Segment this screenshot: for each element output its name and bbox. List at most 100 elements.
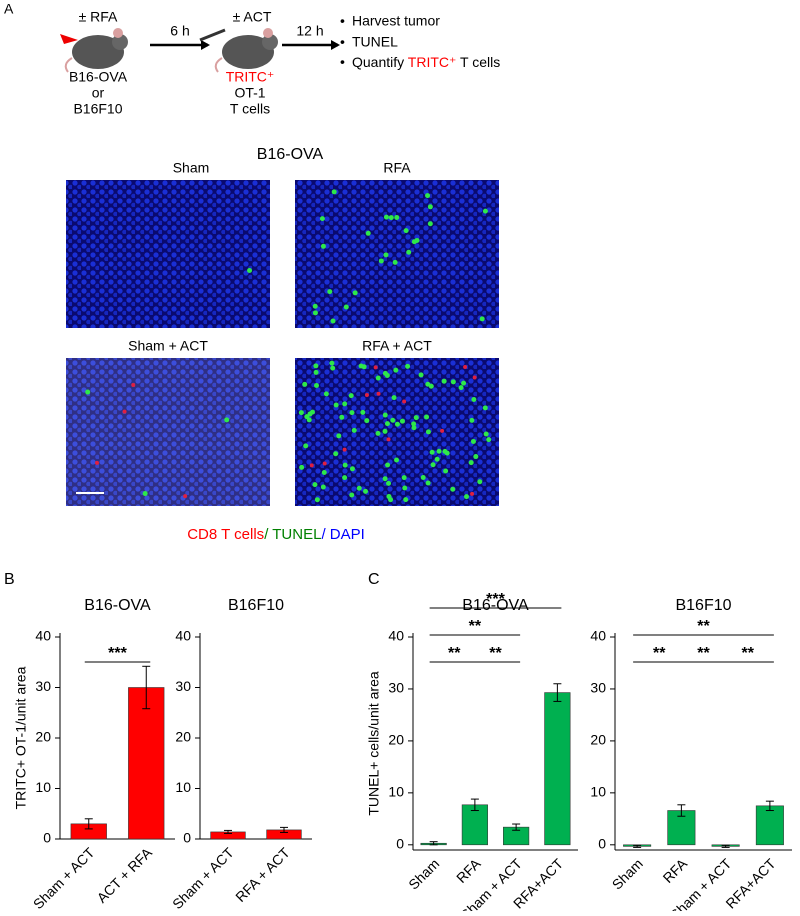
- y-tick-label: 10: [175, 779, 191, 795]
- dot: [363, 488, 369, 494]
- x-tick-label: RFA: [453, 855, 484, 886]
- y-tick-label: 10: [388, 784, 404, 800]
- y-tick-label: 10: [590, 784, 606, 800]
- bullet-text: Harvest tumor: [352, 13, 440, 29]
- dot: [477, 479, 483, 485]
- dot: [327, 289, 333, 295]
- dot: [302, 381, 308, 387]
- bar: [544, 692, 571, 846]
- dot: [94, 460, 99, 465]
- micrograph: [66, 358, 270, 506]
- x-tick-label: Sham + ACT: [30, 844, 98, 911]
- significance-label: ***: [108, 645, 127, 662]
- dot: [473, 454, 479, 460]
- dot: [299, 464, 305, 470]
- dot: [402, 399, 407, 404]
- dot: [394, 457, 400, 463]
- bullet-text: TUNEL: [352, 34, 398, 50]
- dot: [304, 414, 310, 420]
- dot: [390, 417, 396, 423]
- dot: [342, 401, 348, 407]
- dot: [470, 438, 476, 444]
- y-tick-label: 20: [175, 729, 191, 745]
- x-tick-label: Sham + ACT: [169, 844, 237, 911]
- panel-letter: B: [4, 571, 15, 588]
- x-tick-label: Sham: [405, 855, 442, 892]
- dot: [373, 365, 378, 370]
- dot: [330, 365, 336, 371]
- dot: [482, 405, 488, 411]
- dot: [361, 364, 367, 370]
- dot: [364, 392, 369, 397]
- image-label: RFA: [383, 160, 411, 176]
- dot: [443, 468, 449, 474]
- stain-legend: CD8 T cells/ TUNEL/ DAPI: [187, 526, 365, 543]
- dot: [303, 443, 309, 449]
- bullet: •: [340, 34, 345, 50]
- dot: [479, 316, 485, 322]
- dot: [450, 486, 456, 492]
- dot: [483, 431, 489, 437]
- y-axis-label: TUNEL+ cells/unit area: [366, 671, 382, 816]
- dot: [348, 393, 354, 399]
- dot: [382, 476, 388, 482]
- dot: [425, 480, 431, 486]
- micrograph: [66, 180, 270, 328]
- dot: [142, 491, 148, 497]
- dot: [122, 409, 127, 414]
- dot: [312, 482, 318, 488]
- dot: [470, 491, 475, 496]
- dot: [434, 456, 440, 462]
- image-label: Sham + ACT: [128, 338, 208, 354]
- bar: [461, 804, 488, 846]
- images-title: B16-OVA: [257, 146, 324, 163]
- dot: [482, 208, 488, 214]
- significance-label: **: [697, 645, 710, 662]
- dot: [382, 428, 388, 434]
- dot: [349, 466, 355, 472]
- dot: [314, 497, 320, 503]
- significance-label: **: [697, 618, 710, 635]
- mouse-icon: [199, 28, 278, 73]
- label: ± ACT: [233, 9, 272, 25]
- dot: [183, 494, 188, 499]
- dot: [364, 418, 370, 424]
- dot: [321, 469, 327, 475]
- dot: [429, 449, 435, 455]
- legend-text: / TUNEL: [264, 526, 321, 543]
- label: 12 h: [296, 23, 323, 39]
- label: or: [92, 85, 105, 101]
- y-tick-label: 40: [175, 628, 191, 644]
- dot: [471, 396, 477, 402]
- dot: [333, 402, 339, 408]
- x-tick-label: RFA: [660, 855, 691, 886]
- dot: [411, 425, 417, 431]
- dot: [356, 485, 362, 491]
- dot: [399, 418, 405, 424]
- dot: [312, 310, 318, 316]
- dot: [360, 409, 366, 415]
- dot: [463, 364, 468, 369]
- chart-title: B16-OVA: [462, 597, 529, 614]
- dot: [384, 421, 390, 427]
- x-tick-label: RFA + ACT: [232, 844, 293, 905]
- dot: [309, 463, 314, 468]
- arrow-head: [331, 40, 340, 50]
- dot: [313, 363, 319, 369]
- micrograph: [295, 180, 499, 328]
- significance-label: **: [489, 645, 502, 662]
- label: TRITC⁺: [226, 69, 275, 85]
- y-tick-label: 20: [590, 732, 606, 748]
- dot: [413, 415, 419, 421]
- dot: [464, 494, 470, 500]
- label: T cells: [230, 101, 270, 117]
- dot: [394, 421, 400, 427]
- y-tick-label: 0: [598, 836, 606, 852]
- label: ± RFA: [79, 9, 118, 25]
- dot: [333, 451, 339, 457]
- dot: [411, 421, 417, 427]
- label: B16F10: [73, 101, 122, 117]
- chart-title: B16F10: [228, 597, 284, 614]
- label: OT-1: [234, 85, 265, 101]
- dot: [440, 428, 445, 433]
